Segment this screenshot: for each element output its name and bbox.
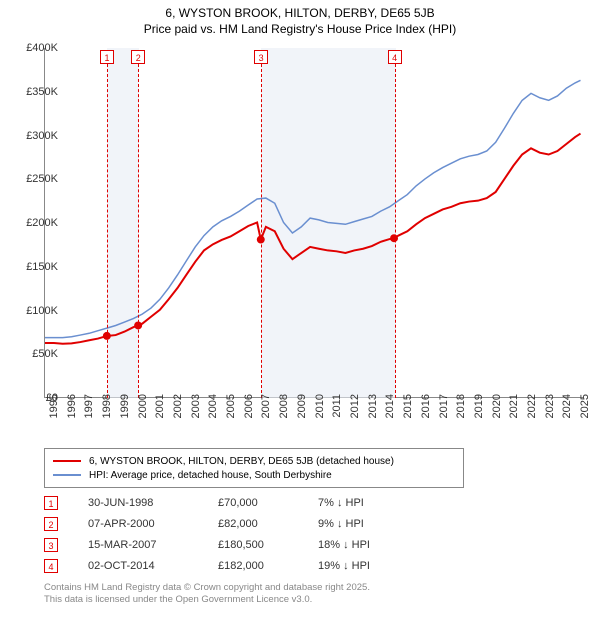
sales-marker-box: 2 bbox=[44, 517, 58, 531]
y-tick-label: £100K bbox=[18, 305, 58, 317]
x-tick-label: 2022 bbox=[526, 394, 538, 434]
legend-item: HPI: Average price, detached house, Sout… bbox=[53, 468, 455, 482]
sales-date: 30-JUN-1998 bbox=[88, 497, 218, 509]
y-tick-label: £150K bbox=[18, 261, 58, 273]
sales-diff: 7% ↓ HPI bbox=[318, 497, 418, 509]
legend: 6, WYSTON BROOK, HILTON, DERBY, DE65 5JB… bbox=[44, 448, 464, 488]
legend-label: HPI: Average price, detached house, Sout… bbox=[89, 470, 332, 481]
y-tick-label: £400K bbox=[18, 42, 58, 54]
x-tick-label: 2019 bbox=[473, 394, 485, 434]
x-tick-label: 1996 bbox=[66, 394, 78, 434]
x-tick-label: 2017 bbox=[438, 394, 450, 434]
sales-date: 02-OCT-2014 bbox=[88, 560, 218, 572]
sales-row: 2 07-APR-2000£82,0009% ↓ HPI bbox=[44, 513, 418, 534]
sales-price: £180,500 bbox=[218, 539, 318, 551]
sale-marker-line bbox=[261, 64, 262, 398]
title-block: 6, WYSTON BROOK, HILTON, DERBY, DE65 5JB… bbox=[0, 0, 600, 36]
x-tick-label: 2011 bbox=[331, 394, 343, 434]
x-tick-label: 2013 bbox=[367, 394, 379, 434]
sales-diff: 9% ↓ HPI bbox=[318, 518, 418, 530]
legend-item: 6, WYSTON BROOK, HILTON, DERBY, DE65 5JB… bbox=[53, 454, 455, 468]
sales-row: 1 30-JUN-1998£70,0007% ↓ HPI bbox=[44, 492, 418, 513]
sales-marker-box: 1 bbox=[44, 496, 58, 510]
x-tick-label: 2025 bbox=[579, 394, 591, 434]
sales-marker-box: 3 bbox=[44, 538, 58, 552]
x-tick-label: 2004 bbox=[207, 394, 219, 434]
legend-swatch bbox=[53, 460, 81, 462]
x-tick-label: 2012 bbox=[349, 394, 361, 434]
x-tick-label: 2000 bbox=[137, 394, 149, 434]
sale-marker-line bbox=[395, 64, 396, 398]
x-tick-label: 2006 bbox=[243, 394, 255, 434]
x-tick-label: 1999 bbox=[119, 394, 131, 434]
sales-diff: 19% ↓ HPI bbox=[318, 560, 418, 572]
x-tick-label: 2002 bbox=[172, 394, 184, 434]
sales-diff: 18% ↓ HPI bbox=[318, 539, 418, 551]
attribution-line1: Contains HM Land Registry data © Crown c… bbox=[44, 582, 370, 594]
sales-date: 15-MAR-2007 bbox=[88, 539, 218, 551]
x-tick-label: 2021 bbox=[508, 394, 520, 434]
sale-marker-box: 2 bbox=[131, 50, 145, 64]
chart-container: 6, WYSTON BROOK, HILTON, DERBY, DE65 5JB… bbox=[0, 0, 600, 620]
title-address: 6, WYSTON BROOK, HILTON, DERBY, DE65 5JB bbox=[0, 6, 600, 20]
sales-row: 3 15-MAR-2007£180,50018% ↓ HPI bbox=[44, 534, 418, 555]
x-tick-label: 2023 bbox=[544, 394, 556, 434]
x-tick-label: 2018 bbox=[455, 394, 467, 434]
sale-marker-box: 3 bbox=[254, 50, 268, 64]
y-tick-label: £300K bbox=[18, 130, 58, 142]
sale-marker-box: 4 bbox=[388, 50, 402, 64]
x-tick-label: 2003 bbox=[190, 394, 202, 434]
sale-marker-box: 1 bbox=[100, 50, 114, 64]
sale-marker-line bbox=[138, 64, 139, 398]
chart-plot-area: 1 2 3 4 bbox=[44, 48, 584, 398]
x-tick-label: 2007 bbox=[260, 394, 272, 434]
x-tick-label: 1997 bbox=[83, 394, 95, 434]
sales-price: £182,000 bbox=[218, 560, 318, 572]
sales-price: £82,000 bbox=[218, 518, 318, 530]
x-tick-label: 2008 bbox=[278, 394, 290, 434]
x-tick-label: 2009 bbox=[296, 394, 308, 434]
x-tick-label: 2016 bbox=[420, 394, 432, 434]
y-tick-label: £200K bbox=[18, 217, 58, 229]
y-tick-label: £350K bbox=[18, 86, 58, 98]
chart-svg bbox=[45, 48, 584, 397]
series-hpi bbox=[45, 80, 581, 337]
title-subtitle: Price paid vs. HM Land Registry's House … bbox=[0, 22, 600, 36]
sales-row: 4 02-OCT-2014£182,00019% ↓ HPI bbox=[44, 555, 418, 576]
y-tick-label: £50K bbox=[18, 348, 58, 360]
sales-marker-box: 4 bbox=[44, 559, 58, 573]
legend-label: 6, WYSTON BROOK, HILTON, DERBY, DE65 5JB… bbox=[89, 456, 394, 467]
x-tick-label: 2024 bbox=[561, 394, 573, 434]
sale-marker-line bbox=[107, 64, 108, 398]
sales-price: £70,000 bbox=[218, 497, 318, 509]
x-tick-label: 2001 bbox=[154, 394, 166, 434]
attribution: Contains HM Land Registry data © Crown c… bbox=[44, 582, 370, 607]
attribution-line2: This data is licensed under the Open Gov… bbox=[44, 594, 370, 606]
legend-swatch bbox=[53, 474, 81, 476]
x-tick-label: 2015 bbox=[402, 394, 414, 434]
y-tick-label: £250K bbox=[18, 173, 58, 185]
sales-date: 07-APR-2000 bbox=[88, 518, 218, 530]
x-tick-label: 1998 bbox=[101, 394, 113, 434]
x-tick-label: 2014 bbox=[384, 394, 396, 434]
x-tick-label: 2010 bbox=[314, 394, 326, 434]
sales-table: 130-JUN-1998£70,0007% ↓ HPI207-APR-2000£… bbox=[44, 492, 418, 576]
x-tick-label: 2020 bbox=[491, 394, 503, 434]
x-tick-label: 1995 bbox=[48, 394, 60, 434]
x-tick-label: 2005 bbox=[225, 394, 237, 434]
series-price_paid bbox=[45, 134, 581, 344]
